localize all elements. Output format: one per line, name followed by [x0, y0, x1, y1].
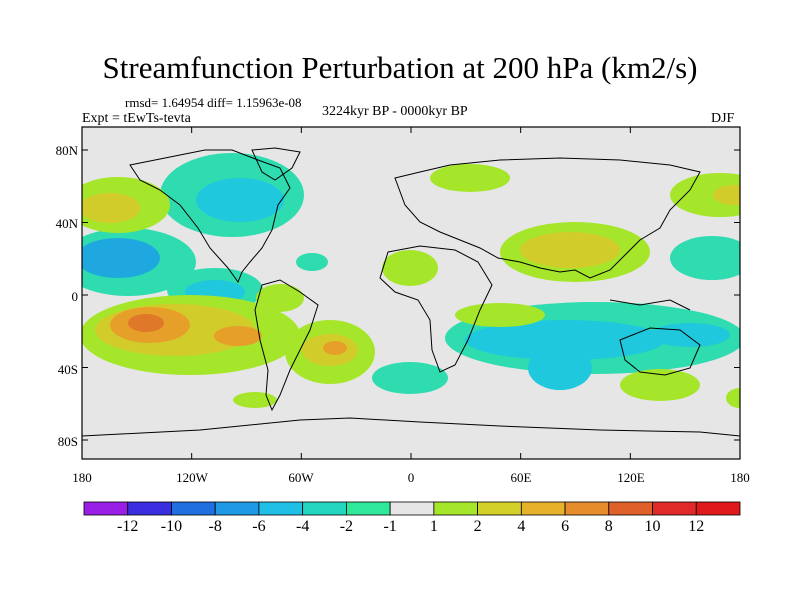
lat-label-80s: 80S [57, 434, 78, 449]
lon-label-180e: 180 [730, 470, 750, 485]
colorbar-swatch [520, 501, 566, 516]
colorbar-swatch [389, 501, 435, 516]
colorbar-swatch [302, 501, 347, 516]
stats-text: rmsd= 1.64954 diff= 1.15963e-08 [125, 95, 302, 110]
field-west-pacific-neg-core [650, 323, 730, 347]
colorbar-label: -4 [295, 518, 310, 535]
colorbar-swatch [83, 501, 129, 516]
coast-north-america [129, 149, 291, 284]
colorbar-label: 4 [517, 518, 526, 535]
colorbar-label: 12 [688, 518, 705, 535]
colorbar [83, 501, 741, 516]
coast-africa [379, 245, 493, 373]
colorbar-swatch [564, 501, 610, 516]
field-south-pacific-pos-max [128, 314, 164, 332]
coastlines [82, 147, 740, 437]
field-north-pacific-neg-core [82, 238, 160, 278]
field-africa-pos [382, 250, 438, 286]
colorbar-label: 1 [429, 518, 438, 535]
field-amazon-pos [256, 284, 304, 312]
lat-label-0: 0 [71, 289, 79, 304]
field-asia-pos-core [520, 232, 620, 268]
lon-label-120e: 120E [617, 470, 645, 485]
field-indian-ocean-neg-tail [528, 346, 592, 390]
colorbar-label: 6 [561, 518, 570, 535]
colorbar-swatch [345, 501, 391, 516]
colorbar-swatch [433, 501, 479, 516]
coast-indonesia [609, 299, 691, 311]
experiment-label: Expt = tEwTs-tevta [82, 111, 191, 126]
colorbar-label: -1 [383, 518, 397, 535]
colorbar-label: -12 [117, 518, 139, 535]
field-southern-ocean-pos [620, 369, 700, 401]
chart-title: Streamfunction Perturbation at 200 hPa (… [102, 50, 698, 85]
colorbar-swatch [171, 501, 216, 516]
field-south-atlantic-neg [372, 362, 448, 394]
field-dateline-east-pos [726, 388, 740, 408]
axis-ticks [81, 127, 741, 459]
lon-label-180w: 180 [72, 470, 92, 485]
colorbar-swatch [695, 501, 741, 516]
coast-europe-asia [394, 157, 701, 279]
coast-south-america [254, 279, 319, 412]
colorbar-label: 8 [604, 518, 613, 535]
colorbar-label: -6 [252, 518, 266, 535]
colorbar-label: -2 [339, 518, 354, 535]
lat-label-40s: 40S [57, 362, 78, 377]
lat-label-40n: 40N [55, 216, 78, 231]
field-south-america-pos-core [323, 341, 347, 355]
coast-greenland [251, 147, 301, 181]
field-north-pacific-pos-core [82, 193, 140, 223]
coast-australia [619, 327, 701, 376]
colorbar-label: -8 [208, 518, 222, 535]
field-south-pacific-pos-east [214, 326, 262, 346]
colorbar-label: -10 [160, 518, 183, 535]
field-far-east-neg [670, 236, 740, 280]
coast-antarctica [82, 417, 740, 437]
lon-label-60w: 60W [288, 470, 314, 485]
field-indian-ocean-neg-core [465, 320, 665, 360]
colorbar-swatch [127, 501, 172, 516]
contour-fields [82, 153, 740, 408]
field-north-atlantic-neg-core [196, 178, 284, 222]
field-small-atlantic-neg [296, 253, 328, 271]
lon-label-0: 0 [407, 470, 415, 485]
period-label: 3224kyr BP - 0000kyr BP [322, 104, 468, 119]
field-africa-east-pos [455, 303, 545, 327]
lon-label-60e: 60E [510, 470, 532, 485]
colorbar-swatch [258, 501, 304, 516]
lon-label-120w: 120W [176, 470, 208, 485]
colorbar-label: 2 [473, 518, 482, 535]
field-far-east-pos [670, 173, 740, 217]
field-far-east-pos-core [713, 185, 740, 205]
colorbar-label: 10 [644, 518, 661, 535]
colorbar-swatch [477, 501, 522, 516]
colorbar-swatch [214, 501, 260, 516]
colorbar-swatch [652, 501, 697, 516]
lat-label-80n: 80N [55, 143, 78, 158]
season-label: DJF [711, 111, 735, 126]
field-north-atlantic-pos [430, 164, 510, 192]
colorbar-swatch [608, 501, 653, 516]
